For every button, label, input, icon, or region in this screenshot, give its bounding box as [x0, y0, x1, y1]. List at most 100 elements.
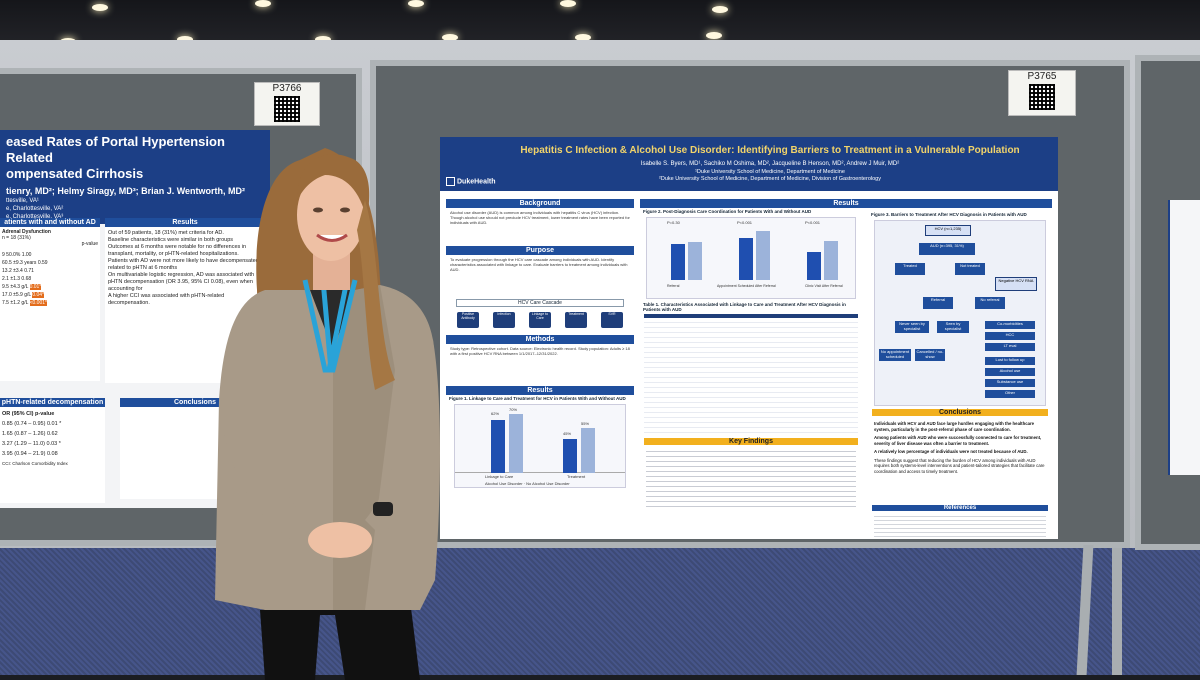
duke-logo-icon: DukeHealth: [446, 177, 496, 186]
main-poster-authors: Isabelle S. Byers, MD¹, Sachiko M Oshima…: [640, 161, 900, 167]
left-section-conclusions: Conclusions: [120, 398, 270, 407]
left-section-results: Results: [105, 218, 265, 227]
methods-text: Study type: Retrospective cohort. Data s…: [450, 346, 630, 356]
figure1-x-label: Treatment: [567, 474, 586, 479]
figure1-chart: 62% 70% 45% 55% Linkage to Care Treatmen…: [454, 404, 626, 488]
cascade-step: Linkage to Care: [529, 312, 551, 328]
flow-node: Alcohol use: [985, 368, 1035, 376]
eye: [340, 207, 350, 213]
ceiling-light-icon: [706, 32, 722, 39]
trousers: [260, 600, 420, 680]
carpet-floor: [0, 548, 1200, 675]
cascade-step: Treatment: [565, 312, 587, 328]
ceiling-light-icon: [442, 34, 458, 41]
figure2-bar-aud: [807, 252, 821, 280]
ceiling-light-icon: [575, 34, 591, 41]
left-poster: eased Rates of Portal Hypertension Relat…: [0, 130, 270, 508]
figure1-x-label: Linkage to Care: [485, 474, 514, 479]
care-cascade: Positive Antibody Infection Linkage to C…: [446, 309, 634, 335]
flow-node: Other: [985, 390, 1035, 398]
main-middle-column: Results Figure 2. Post-Diagnosis Care Co…: [640, 199, 1052, 510]
figure2-bar-noaud: [824, 241, 838, 280]
figure2-bar-aud: [739, 238, 753, 280]
ceiling-light-icon: [712, 6, 728, 13]
figure1-data-label: 70%: [509, 407, 518, 412]
flow-node: Not treated: [955, 263, 985, 275]
flow-node: Lost to follow up: [985, 357, 1035, 365]
ceiling-light-icon: [177, 36, 193, 43]
smile: [316, 233, 348, 242]
references-text: [874, 513, 1046, 539]
figure1-bar-noaud: [509, 413, 523, 473]
figure1-bar-aud: [563, 438, 577, 473]
figure1-bar-noaud: [581, 428, 595, 473]
right-poster-sliver: [1168, 200, 1200, 475]
section-results-left: Results: [446, 386, 634, 395]
figure2-caption: Figure 2. Post-Diagnosis Care Coordinati…: [643, 209, 812, 214]
flow-node: Treated: [895, 263, 925, 275]
neck: [313, 252, 350, 290]
purpose-text: To evaluate progression through the HCV …: [450, 257, 628, 272]
figure1-caption: Figure 1. Linkage to Care and Treatment …: [449, 396, 626, 401]
section-background: Background: [446, 199, 634, 208]
background-text: Alcohol use disorder (AUD) is common amo…: [450, 210, 630, 225]
section-methods: Methods: [446, 335, 634, 344]
figure2-bar-noaud: [688, 242, 702, 280]
care-cascade-label: HCV Care Cascade: [456, 299, 624, 307]
cascade-step: Positive Antibody: [457, 312, 479, 328]
flow-node: HCV (n=1,235): [925, 225, 971, 236]
ceiling-light-icon: [560, 0, 576, 7]
table1-caption: Table 1. Characteristics Associated with…: [643, 302, 846, 312]
flow-node: Referral: [923, 297, 953, 309]
flow-node: Never seen by specialist: [895, 321, 929, 333]
left-section-regression: pHTN-related decompensation: [0, 398, 105, 407]
figure2-chart: P=0.30 P<0.001 P<0.001 Referral Appointm…: [646, 217, 856, 299]
section-key-findings: Key Findings: [644, 438, 858, 445]
figure2-bar-noaud: [756, 231, 770, 280]
conclusions-list: Individuals with HCV and AUD face large …: [874, 421, 1045, 474]
flow-node: Co-morbidities: [985, 321, 1035, 329]
booth-tag-left: P3766: [254, 82, 320, 126]
figure1-data-label: 45%: [563, 431, 572, 436]
lanyard-icon: [302, 279, 358, 373]
ceiling-light-icon: [315, 36, 331, 43]
cascade-step: SVR: [601, 312, 623, 328]
main-poster-header: DukeHealth Hepatitis C Infection & Alcoh…: [440, 137, 1058, 191]
hair-side: [357, 200, 395, 390]
board-leg: [1112, 548, 1122, 675]
figure1-bar-aud: [491, 420, 505, 473]
ceiling-light-icon: [92, 4, 108, 11]
watch-icon: [373, 502, 393, 516]
hair-front: [297, 154, 370, 220]
section-references: References: [872, 505, 1048, 511]
flow-node: LT eval: [985, 343, 1035, 351]
flow-node: No appointment scheduled: [879, 349, 911, 361]
flow-node: No referral: [975, 297, 1005, 309]
left-section-table: atients with and without AD: [0, 218, 100, 227]
right-arm: [365, 340, 437, 535]
qr-code-icon: [1029, 84, 1055, 110]
flow-node: AUD (n=395, 31%): [919, 243, 975, 255]
face: [297, 169, 365, 261]
figure1-data-label: 62%: [491, 411, 500, 416]
figure2-bar-aud: [671, 244, 685, 280]
booth-number: P3765: [1027, 71, 1057, 82]
figure3-flowchart: HCV (n=1,235) AUD (n=395, 31%) Treated N…: [874, 220, 1046, 406]
qr-code-icon: [274, 96, 300, 122]
ceiling-light-icon: [255, 0, 271, 7]
flow-node: Seen by specialist: [937, 321, 969, 333]
figure1-data-label: 55%: [581, 421, 590, 426]
booth-number: P3766: [272, 83, 302, 94]
key-findings-text: [646, 447, 856, 509]
left-poster-authors: tienry, MD²; Helmy Siragy, MD³; Brian J.…: [6, 186, 246, 196]
figure3-caption: Figure 3. Barriers to Treatment After HC…: [871, 212, 1027, 217]
figure1-legend: Alcohol Use Disorder · No Alcohol Use Di…: [485, 481, 570, 486]
booth-tag-main: P3765: [1008, 70, 1076, 116]
left-poster-title: eased Rates of Portal Hypertension Relat…: [0, 130, 270, 224]
main-poster-title: Hepatitis C Infection & Alcohol Use Diso…: [520, 145, 1020, 156]
presenter-person: [215, 148, 440, 680]
eye: [313, 207, 323, 213]
main-left-column: Background Alcohol use disorder (AUD) is…: [446, 199, 634, 490]
flow-node: Substance use: [985, 379, 1035, 387]
section-results-main: Results: [640, 199, 1052, 208]
